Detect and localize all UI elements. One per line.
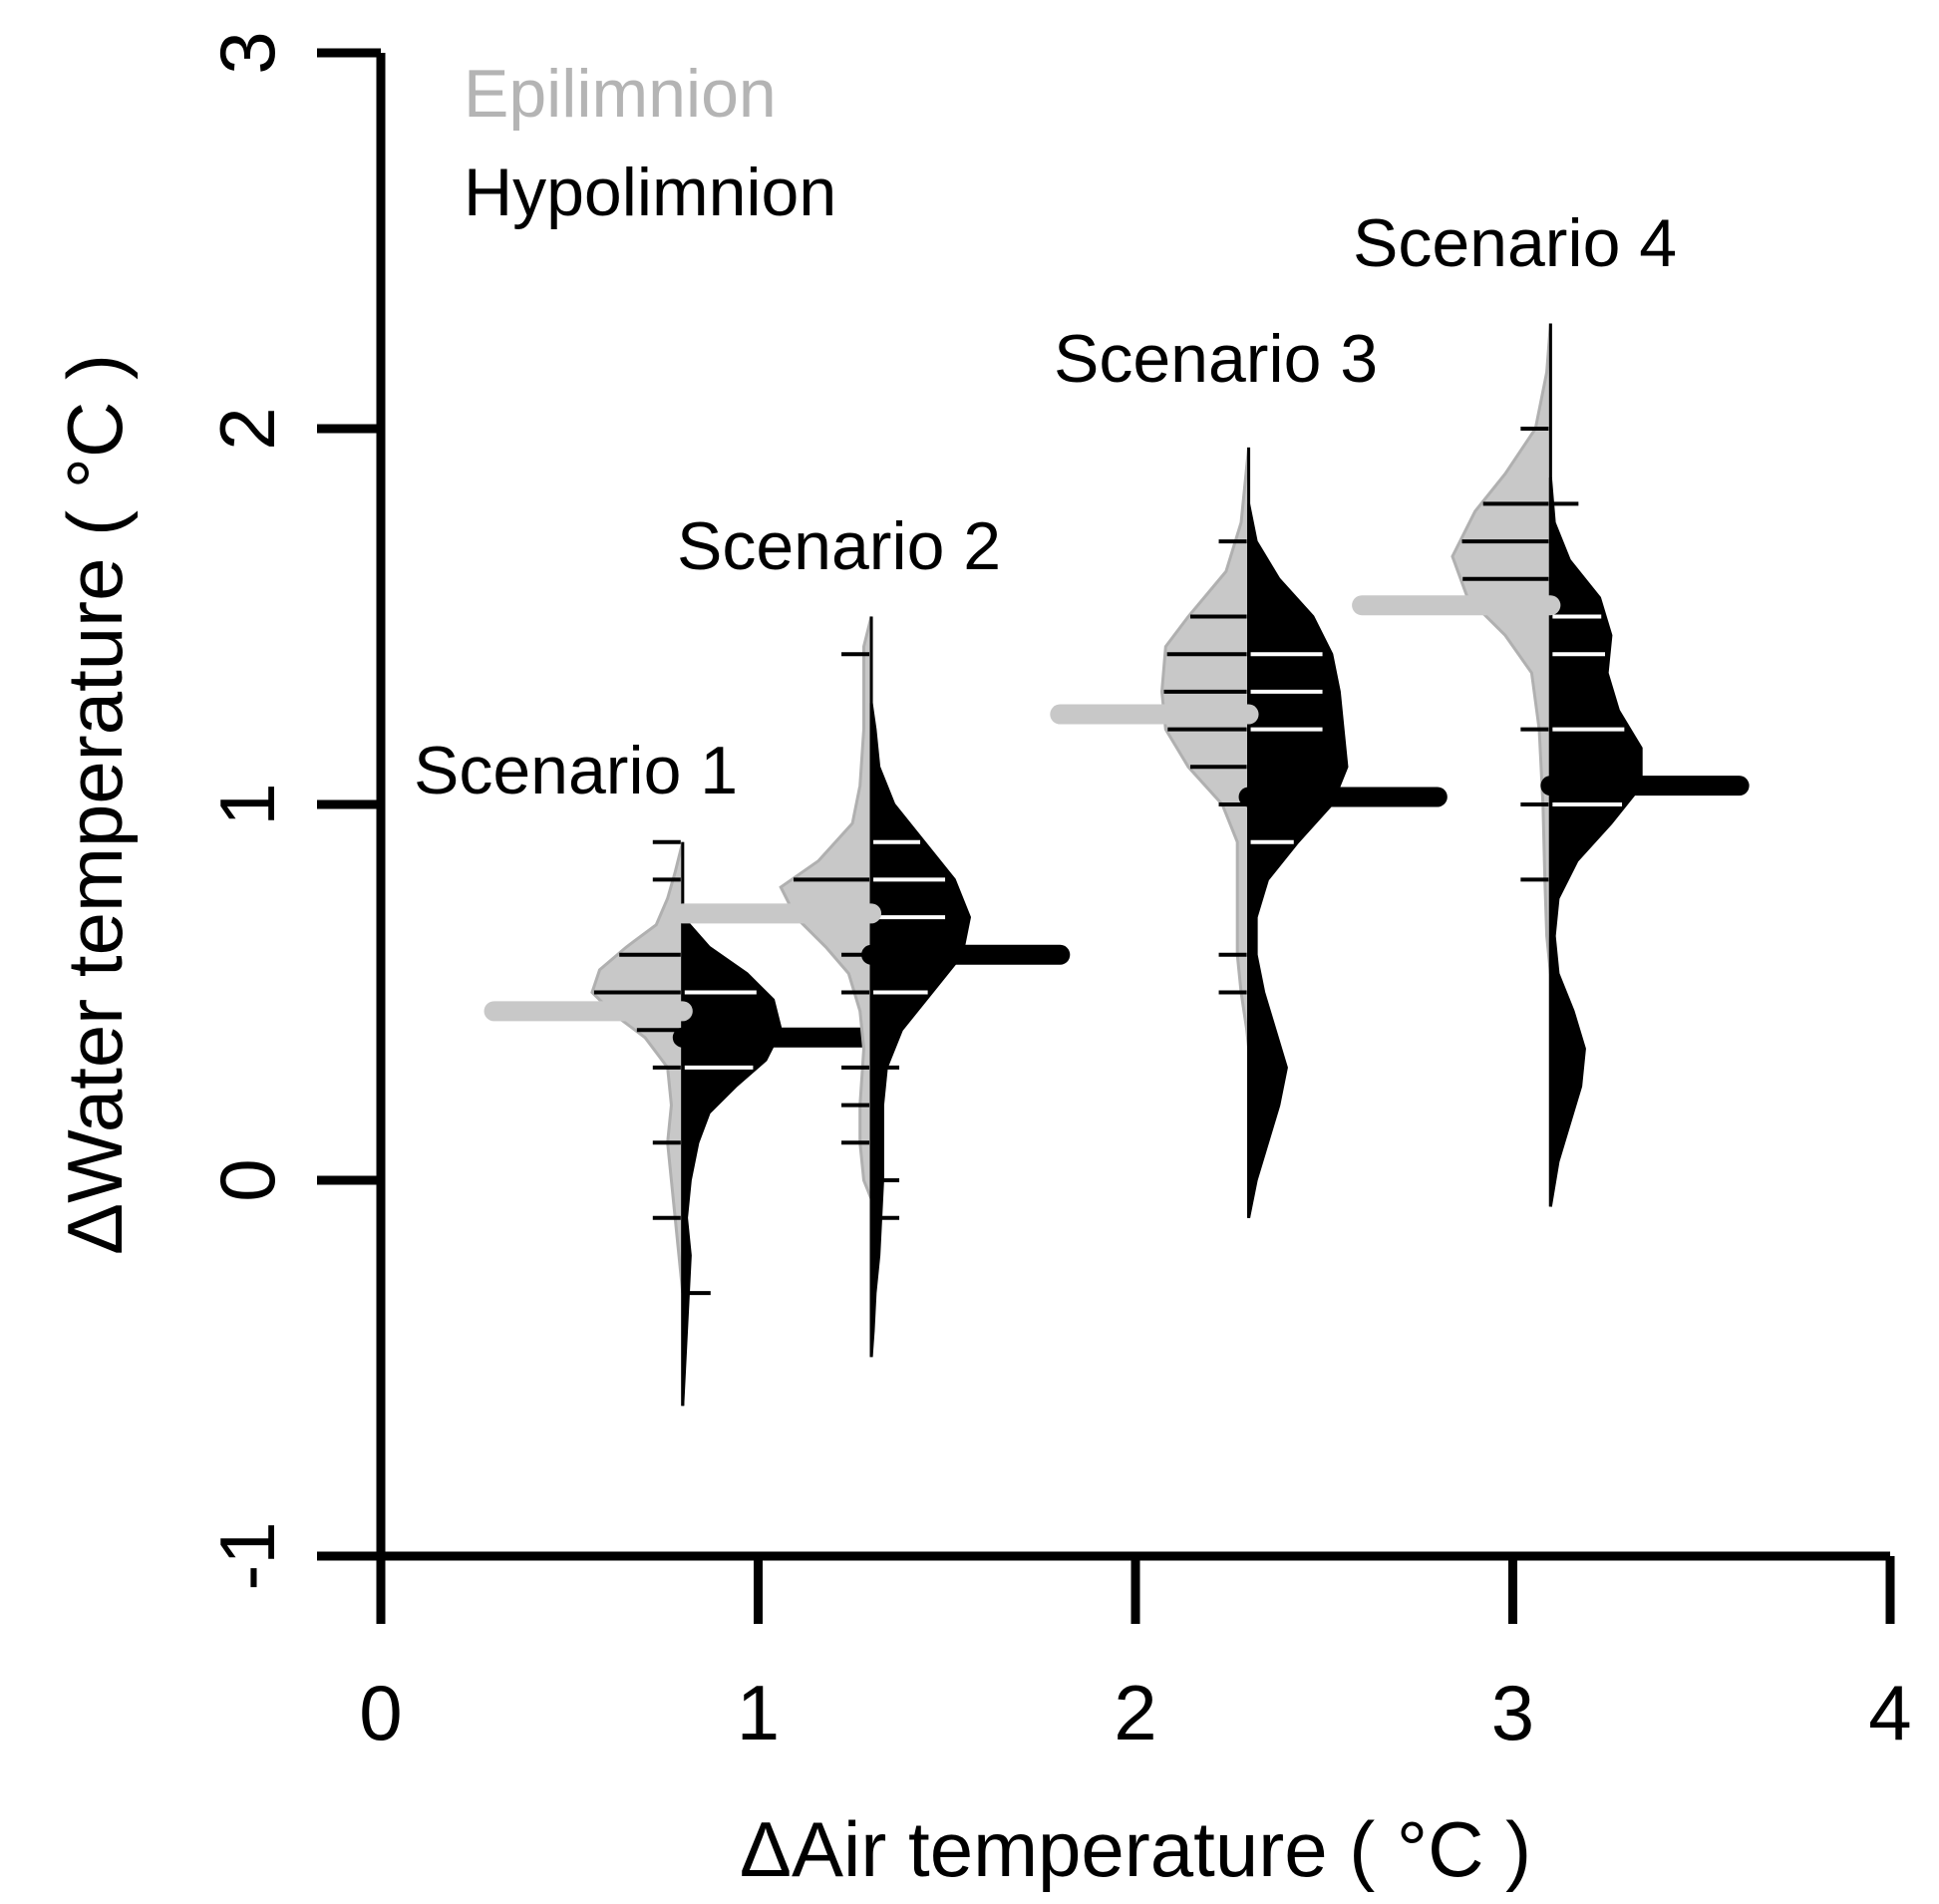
x-tick-label: 3	[1491, 1669, 1534, 1756]
x-tick-label: 2	[1114, 1669, 1156, 1756]
scenario-2-hypolimnion-density	[869, 702, 972, 1358]
scenario-4-bean	[1352, 323, 1750, 1207]
scenario-4-epilimnion-density	[1451, 323, 1552, 974]
scenario-4-hypolimnion-density	[1548, 476, 1643, 1207]
y-tick-label: 2	[203, 407, 291, 450]
y-axis-title: ΔWater temperature ( °C )	[51, 354, 139, 1255]
beans-layer	[484, 323, 1750, 1407]
x-axis-title: ΔAir temperature ( °C )	[740, 1805, 1531, 1893]
scenario-3-label: Scenario 3	[1054, 321, 1378, 397]
x-tick-label: 0	[359, 1669, 402, 1756]
ticks-layer: 0 1 2 3 4 -1 0 1 2 3	[203, 31, 1912, 1756]
y-tick-label: 3	[203, 31, 291, 74]
y-tick-label: 0	[203, 1158, 291, 1201]
legend-hypolimnion: Hypolimnion	[464, 155, 836, 230]
x-tick-label: 4	[1868, 1669, 1911, 1756]
scenario-2-bean	[672, 616, 1071, 1358]
scenario-2-label: Scenario 2	[677, 508, 1001, 584]
scenario-4-label: Scenario 4	[1353, 205, 1677, 281]
legend-epilimnion: Epilimnion	[464, 56, 777, 132]
scenario-3-epilimnion-density	[1159, 447, 1251, 1050]
scenario-3-bean	[1050, 447, 1448, 1218]
scenario-3-hypolimnion-density	[1247, 503, 1349, 1218]
x-tick-label: 1	[737, 1669, 780, 1756]
scenario-1-bean	[484, 839, 882, 1407]
y-tick-label: 1	[203, 783, 291, 825]
scenario-1-label: Scenario 1	[414, 733, 738, 808]
y-tick-label: -1	[203, 1521, 291, 1590]
